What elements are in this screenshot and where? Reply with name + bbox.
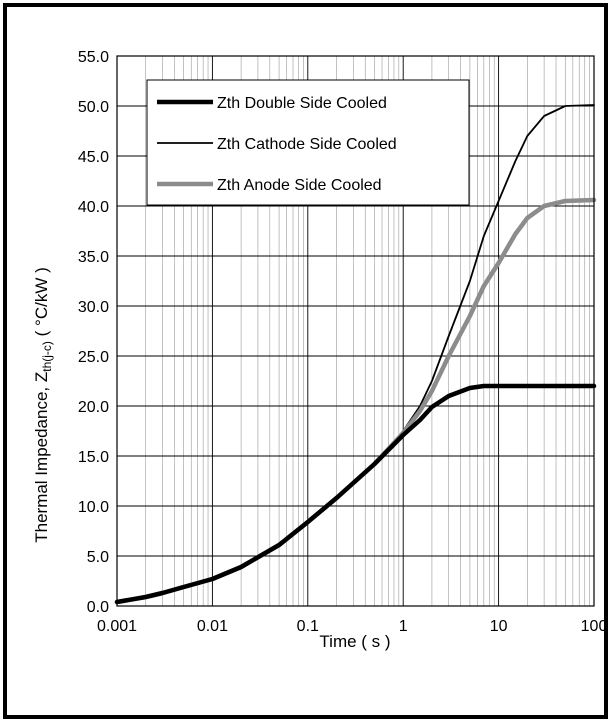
x-tick-label: 1 xyxy=(399,618,408,635)
legend-label-1: Zth Cathode Side Cooled xyxy=(217,136,397,153)
y-tick-label: 20.0 xyxy=(78,399,109,416)
y-tick-label: 10.0 xyxy=(78,499,109,516)
x-tick-label: 0.1 xyxy=(297,618,319,635)
y-tick-label: 50.0 xyxy=(78,99,109,116)
legend: Zth Double Side Cooled Zth Cathode Side C… xyxy=(146,79,470,206)
x-tick-labels: 0.001 0.01 0.1 1 10 100 xyxy=(97,618,607,635)
x-tick-label: 0.001 xyxy=(97,618,137,635)
legend-items: Zth Double Side Cooled Zth Cathode Side C… xyxy=(157,95,397,194)
x-axis-label: Time ( s ) xyxy=(319,632,390,651)
y-tick-label: 35.0 xyxy=(78,249,109,266)
y-tick-labels: 0.0 5.0 10.0 15.0 20.0 25.0 30.0 35.0 40.0 45.0 50… xyxy=(78,49,109,616)
y-tick-label: 40.0 xyxy=(78,199,109,216)
y-tick-label: 15.0 xyxy=(78,449,109,466)
legend-label-0: Zth Double Side Cooled xyxy=(217,95,387,112)
y-axis-label: Thermal Impedance, Zth(j-c) ( °C/kW ) xyxy=(32,267,54,543)
series-layer xyxy=(114,104,597,605)
x-tick-label: 10 xyxy=(490,618,508,635)
x-tick-label: 100 xyxy=(581,618,608,635)
y-tick-label: 30.0 xyxy=(78,299,109,316)
x-tick-label: 0.01 xyxy=(197,618,228,635)
plot-area-border xyxy=(116,55,595,607)
y-axis-label-main: Thermal Impedance, Z xyxy=(32,372,51,543)
series-line-0 xyxy=(114,383,597,605)
y-tick-label: 0.0 xyxy=(87,599,109,616)
y-tick-label: 5.0 xyxy=(87,549,109,566)
y-axis-label-sub: th(j-c) xyxy=(40,341,54,372)
legend-label-2: Zth Anode Side Cooled xyxy=(217,177,382,194)
y-tick-label: 45.0 xyxy=(78,149,109,166)
y-axis-label-unit: ( °C/kW ) xyxy=(32,267,51,341)
y-tick-label: 55.0 xyxy=(78,49,109,66)
y-tick-label: 25.0 xyxy=(78,349,109,366)
